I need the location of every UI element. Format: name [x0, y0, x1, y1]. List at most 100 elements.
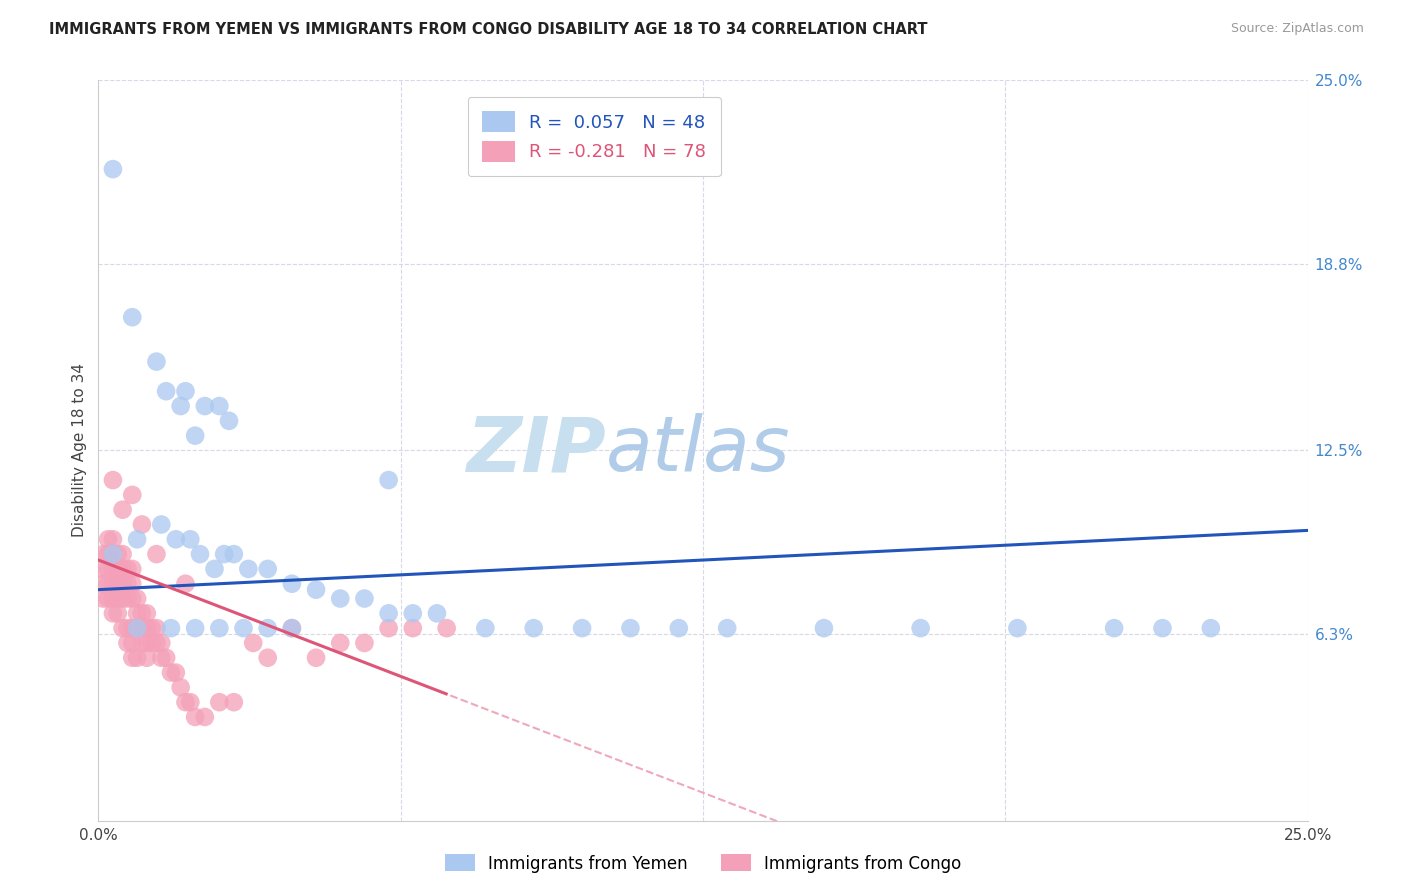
Point: [194, 399, 217, 413]
Point: [111, 621, 134, 635]
Point: [194, 710, 217, 724]
Point: [150, 636, 173, 650]
Point: [145, 547, 167, 561]
Point: [179, 533, 201, 547]
Point: [135, 607, 157, 621]
Point: [436, 621, 458, 635]
Text: ZIP: ZIP: [467, 414, 606, 487]
Y-axis label: Disability Age 18 to 34: Disability Age 18 to 34: [72, 363, 87, 538]
Point: [174, 695, 197, 709]
Point: [813, 621, 835, 635]
Point: [101, 562, 124, 576]
Point: [402, 621, 425, 635]
Point: [97, 591, 120, 606]
Point: [353, 591, 375, 606]
Legend: Immigrants from Yemen, Immigrants from Congo: Immigrants from Yemen, Immigrants from C…: [437, 847, 969, 880]
Point: [212, 547, 235, 561]
Point: [131, 607, 153, 621]
Point: [117, 621, 139, 635]
Point: [910, 621, 932, 635]
Point: [97, 576, 120, 591]
Point: [1152, 621, 1174, 635]
Point: [281, 576, 304, 591]
Point: [117, 562, 139, 576]
Point: [619, 621, 641, 635]
Point: [402, 607, 425, 621]
Point: [101, 533, 124, 547]
Point: [150, 517, 173, 532]
Point: [329, 636, 352, 650]
Point: [121, 310, 143, 325]
Point: [377, 621, 399, 635]
Point: [329, 591, 352, 606]
Point: [174, 576, 197, 591]
Point: [111, 502, 134, 516]
Point: [101, 547, 124, 561]
Point: [107, 547, 129, 561]
Point: [101, 547, 124, 561]
Point: [107, 562, 129, 576]
Point: [127, 533, 149, 547]
Point: [121, 621, 143, 635]
Point: [127, 591, 149, 606]
Point: [165, 533, 187, 547]
Text: atlas: atlas: [606, 414, 790, 487]
Point: [145, 354, 167, 368]
Point: [160, 621, 183, 635]
Point: [121, 591, 143, 606]
Point: [218, 414, 240, 428]
Point: [204, 562, 226, 576]
Point: [1199, 621, 1222, 635]
Point: [208, 621, 231, 635]
Point: [101, 607, 124, 621]
Point: [353, 636, 375, 650]
Point: [91, 576, 114, 591]
Point: [188, 547, 211, 561]
Point: [165, 665, 187, 680]
Point: [135, 636, 157, 650]
Point: [121, 562, 143, 576]
Point: [256, 562, 278, 576]
Point: [101, 162, 124, 177]
Point: [111, 591, 134, 606]
Point: [117, 636, 139, 650]
Point: [256, 621, 278, 635]
Point: [111, 562, 134, 576]
Legend: R =  0.057   N = 48, R = -0.281   N = 78: R = 0.057 N = 48, R = -0.281 N = 78: [468, 96, 720, 177]
Point: [97, 533, 120, 547]
Point: [131, 517, 153, 532]
Point: [111, 576, 134, 591]
Point: [117, 576, 139, 591]
Point: [184, 428, 207, 442]
Point: [150, 650, 173, 665]
Point: [155, 650, 177, 665]
Point: [155, 384, 177, 399]
Point: [474, 621, 496, 635]
Point: [523, 621, 546, 635]
Point: [1102, 621, 1125, 635]
Point: [121, 488, 143, 502]
Point: [121, 650, 143, 665]
Point: [135, 650, 157, 665]
Point: [107, 591, 129, 606]
Point: [1007, 621, 1029, 635]
Point: [127, 621, 149, 635]
Point: [131, 636, 153, 650]
Point: [127, 621, 149, 635]
Point: [160, 665, 183, 680]
Point: [208, 399, 231, 413]
Point: [305, 650, 328, 665]
Point: [571, 621, 593, 635]
Point: [101, 576, 124, 591]
Point: [127, 607, 149, 621]
Point: [256, 650, 278, 665]
Point: [97, 547, 120, 561]
Point: [111, 547, 134, 561]
Point: [141, 636, 163, 650]
Point: [169, 681, 191, 695]
Point: [668, 621, 690, 635]
Point: [208, 695, 231, 709]
Point: [91, 547, 114, 561]
Point: [121, 576, 143, 591]
Point: [97, 562, 120, 576]
